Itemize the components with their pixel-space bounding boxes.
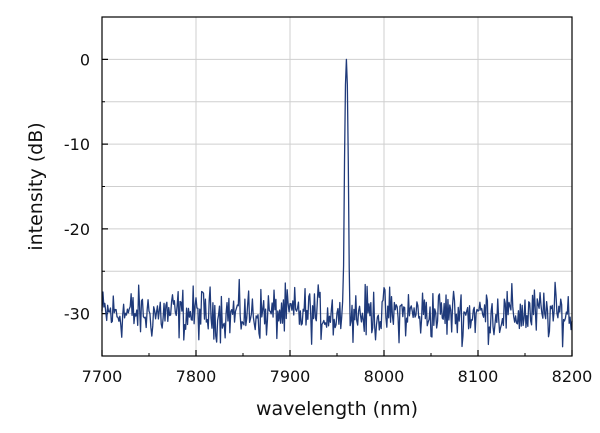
y-tick-labels: 0 -10 -20 -30 [64, 50, 90, 323]
x-tick-label: 7700 [82, 367, 123, 386]
grid-lines [102, 17, 572, 356]
y-axis-title: intensity (dB) [25, 122, 47, 250]
y-tick-label: -30 [64, 305, 90, 324]
x-axis-title: wavelength (nm) [256, 398, 418, 420]
plot-frame [101, 16, 573, 357]
x-tick-label: 8000 [364, 367, 405, 386]
x-tick-label: 8100 [458, 367, 499, 386]
y-tick-label: 0 [80, 50, 90, 69]
spectrum-line [101, 58, 573, 348]
x-tick-label: 8200 [552, 367, 593, 386]
x-tick-label: 7800 [176, 367, 217, 386]
x-tick-label: 7900 [270, 367, 311, 386]
x-tick-labels: 7700 7800 7900 8000 8100 8200 [82, 367, 593, 386]
y-tick-label: -20 [64, 220, 90, 239]
y-tick-label: -10 [64, 135, 90, 154]
